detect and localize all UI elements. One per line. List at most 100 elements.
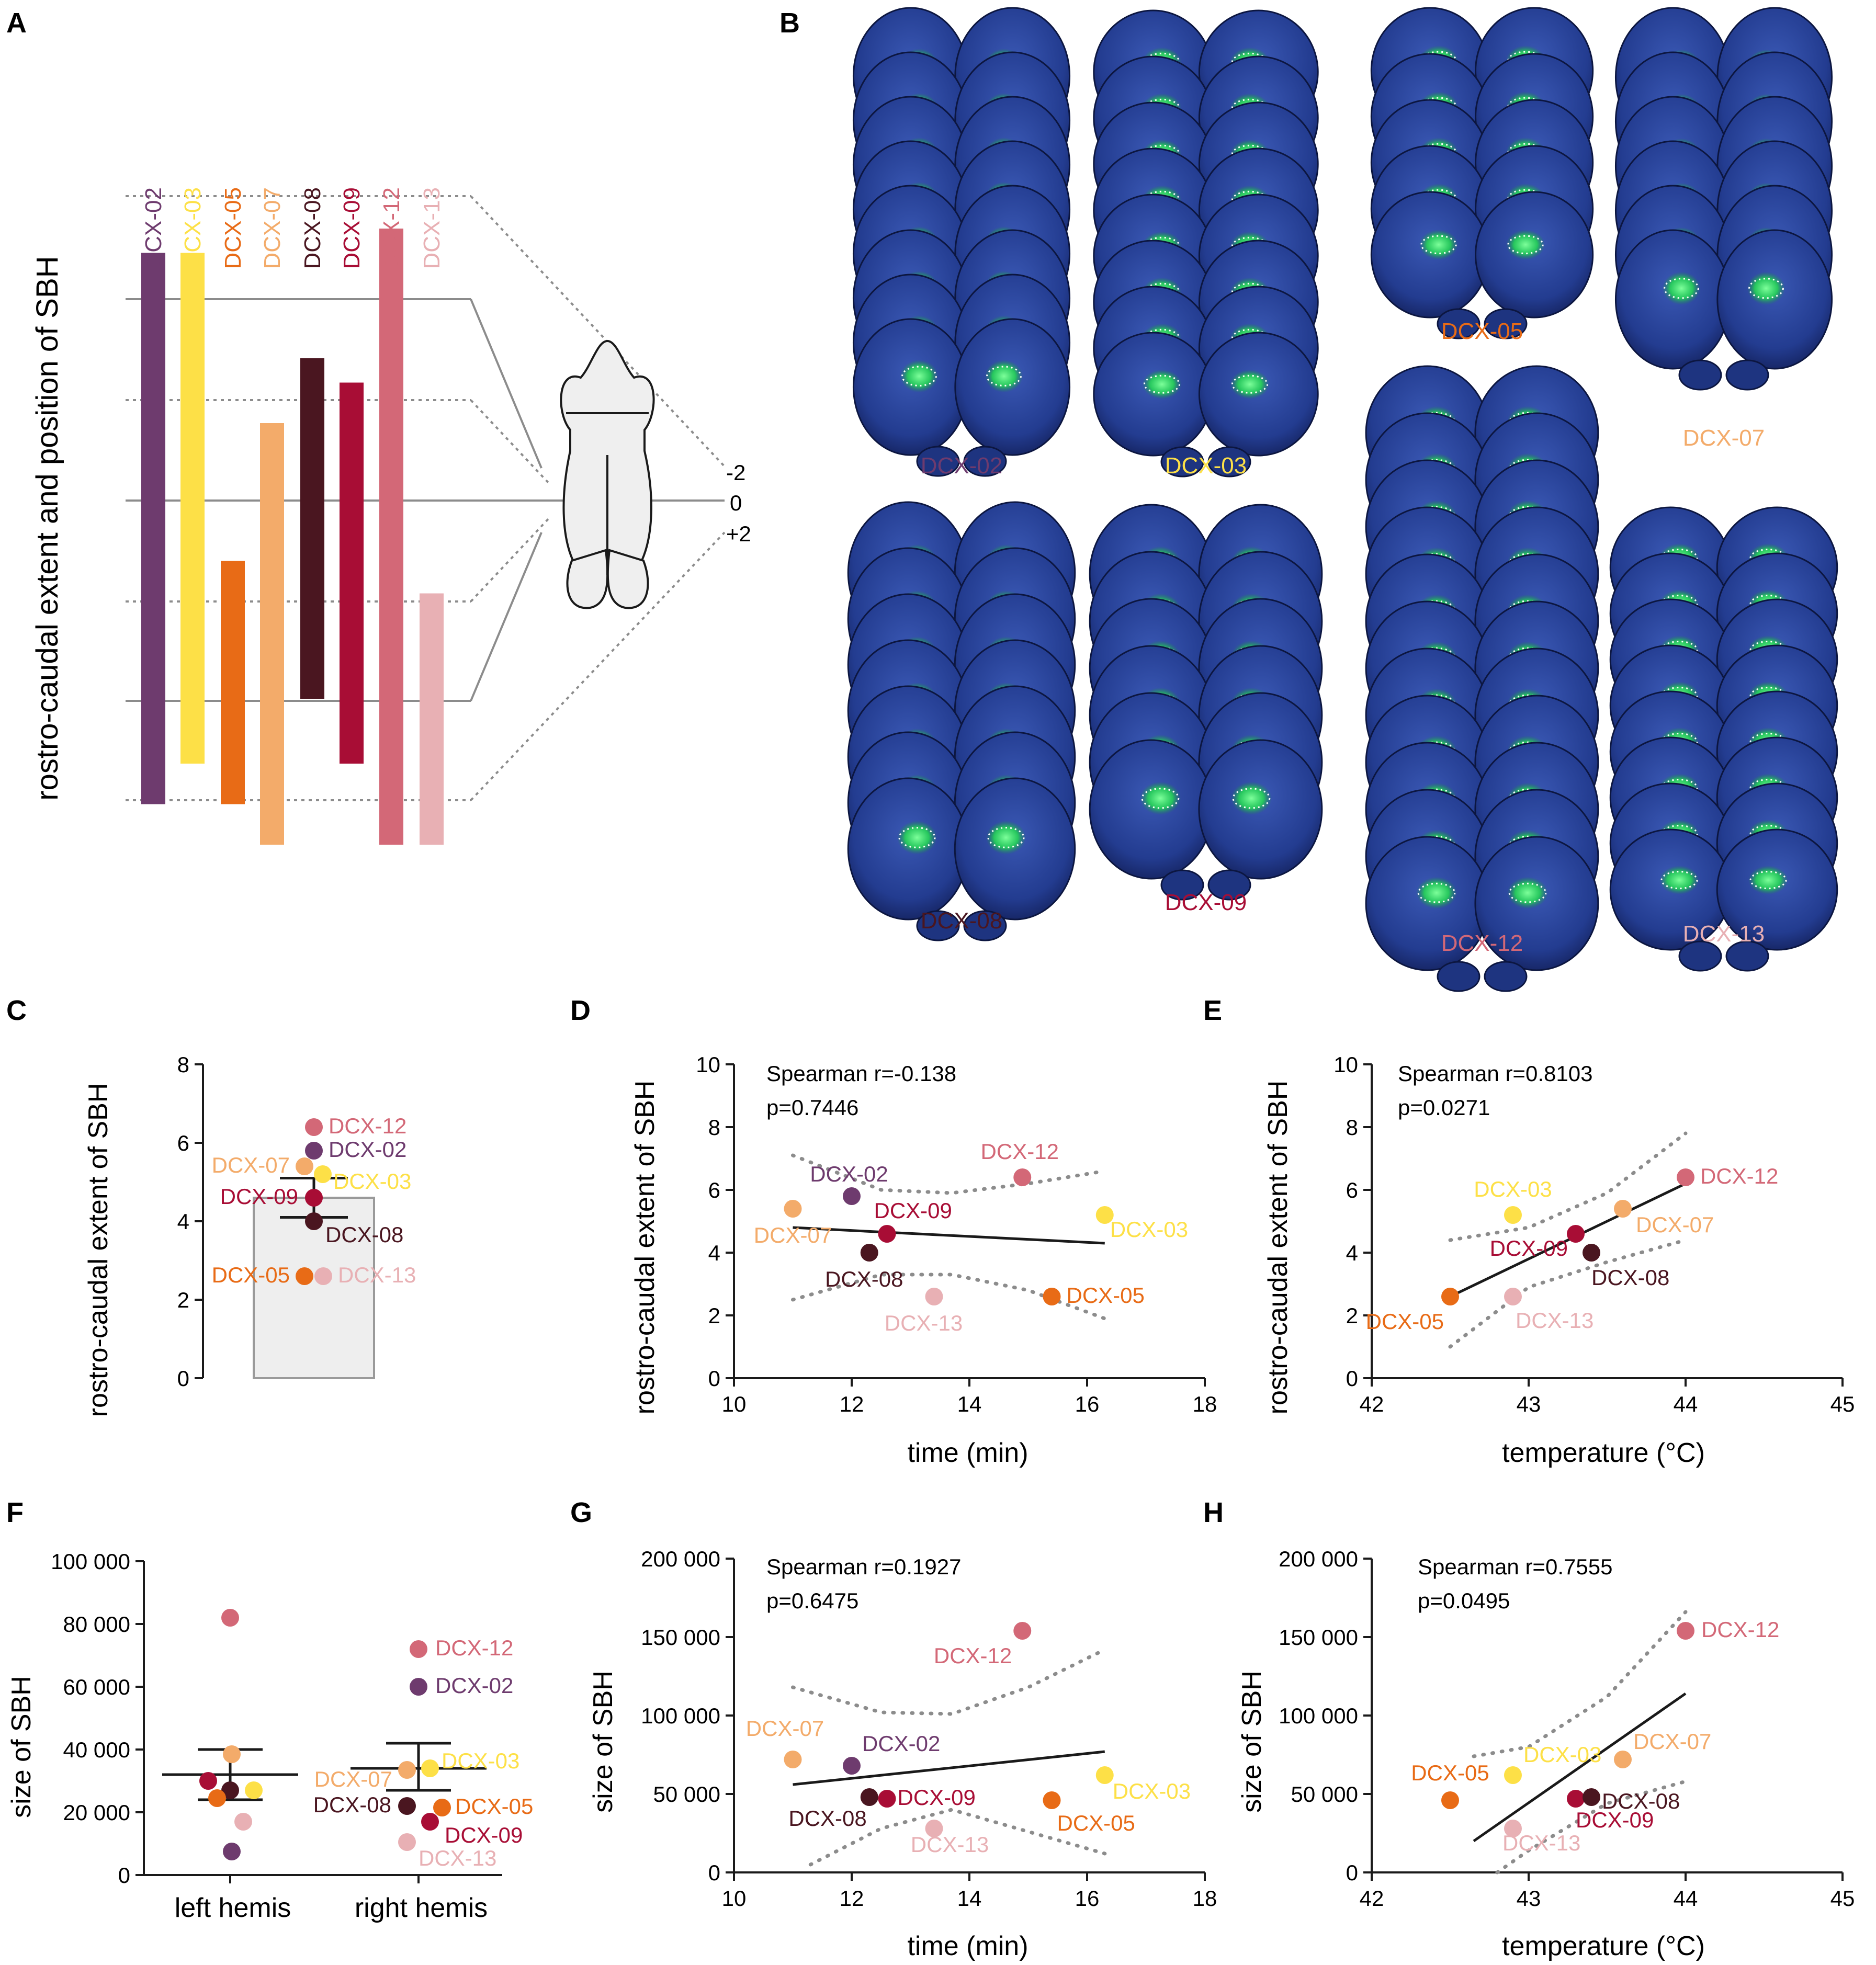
sbh-outline-left bbox=[1141, 788, 1180, 809]
panel-f-label-dcx-12: DCX-12 bbox=[435, 1635, 513, 1660]
panel-g-pvalue: p=0.6475 bbox=[766, 1588, 858, 1613]
panel-f-right-point-dcx-07 bbox=[398, 1761, 416, 1779]
panel-c-point-dcx-09 bbox=[305, 1189, 323, 1207]
panel-f-left-point-dcx-07 bbox=[223, 1745, 241, 1763]
section-stack-dcx-05 bbox=[1370, 7, 1594, 339]
panel-d-x-tick-label: 18 bbox=[1193, 1392, 1217, 1416]
panel-f-hemisphere-size: size of SBH 0 20 000 40 000 60 000 80 000 100… bbox=[6, 1549, 533, 1923]
panel-c-y-tick-label: 0 bbox=[177, 1366, 189, 1391]
coronal-section bbox=[847, 777, 1076, 921]
panel-c-point-dcx-05 bbox=[296, 1267, 313, 1285]
panel-h-label-dcx-09: DCX-09 bbox=[1576, 1808, 1654, 1832]
panel-c-label-dcx-02: DCX-02 bbox=[329, 1137, 406, 1162]
panel-f-y-tick-label: 40 000 bbox=[63, 1737, 130, 1762]
panel-c-label-dcx-08: DCX-08 bbox=[325, 1222, 403, 1247]
sbh-outline-left bbox=[1664, 278, 1699, 299]
coronal-section bbox=[1614, 229, 1833, 370]
panel-h-x-tick-label: 43 bbox=[1517, 1886, 1541, 1911]
panel-g-x-tick-label: 10 bbox=[722, 1886, 747, 1911]
cerebellum-left bbox=[1678, 940, 1722, 972]
panel-g-y-tick-label: 50 000 bbox=[653, 1782, 720, 1807]
panel-d-x-tick-label: 16 bbox=[1075, 1392, 1100, 1416]
panel-d-point-dcx-07 bbox=[784, 1200, 802, 1218]
panel-h-point-dcx-08 bbox=[1583, 1788, 1600, 1806]
cerebellum-right bbox=[1207, 446, 1251, 478]
panel-g-label-dcx-05: DCX-05 bbox=[1057, 1811, 1135, 1835]
section-label-dcx-13: DCX-13 bbox=[1683, 921, 1765, 947]
panel-g-point-dcx-12 bbox=[1013, 1622, 1032, 1640]
cerebellum-right bbox=[1725, 940, 1769, 972]
panel-c-extent-scatter: rostro-caudal extent of SBH 02468DCX-12D… bbox=[83, 1052, 416, 1417]
cerebellum-right bbox=[1207, 869, 1251, 901]
panel-h-ylabel: size of SBH bbox=[1237, 1671, 1267, 1813]
panel-f-category-right-hemis: right hemis bbox=[355, 1893, 488, 1923]
category-label-dcx-12: DCX-12 bbox=[379, 187, 404, 269]
panel-g-xlabel: time (min) bbox=[907, 1931, 1028, 1961]
panel-c-point-dcx-08 bbox=[305, 1212, 323, 1230]
panel-e-x-tick-label: 45 bbox=[1830, 1392, 1855, 1416]
sbh-signal-left bbox=[897, 821, 937, 855]
panel-c-y-tick-label: 4 bbox=[177, 1209, 189, 1234]
panel-h-title: Spearman r=0.7555 bbox=[1418, 1554, 1612, 1579]
sbh-signal-right bbox=[1748, 866, 1789, 895]
panel-h-point-dcx-13 bbox=[1504, 1820, 1522, 1837]
panel-e-point-dcx-03 bbox=[1504, 1206, 1522, 1224]
panel-d-ci-lower bbox=[791, 1273, 1107, 1321]
panel-d-label-dcx-12: DCX-12 bbox=[981, 1139, 1059, 1164]
panel-g-ci-lower bbox=[808, 1808, 1107, 1867]
panel-h-label-dcx-05: DCX-05 bbox=[1411, 1760, 1489, 1785]
panel-g-ci-upper bbox=[791, 1648, 1107, 1716]
sbh-signal-left bbox=[1662, 271, 1701, 305]
category-label-dcx-03: DCX-03 bbox=[180, 187, 206, 269]
section-stack-dcx-13 bbox=[1609, 506, 1838, 972]
category-label-dcx-05: DCX-05 bbox=[220, 187, 246, 269]
panel-e-ylabel: rostro-caudal extent of SBH bbox=[1263, 1081, 1293, 1415]
panel-f-y-tick-label: 100 000 bbox=[51, 1549, 130, 1574]
panel-e-y-tick-label: 4 bbox=[1346, 1241, 1358, 1265]
sbh-outline-left bbox=[898, 827, 936, 848]
panel-letter-f: F bbox=[6, 1497, 24, 1528]
panel-d-label-dcx-13: DCX-13 bbox=[885, 1311, 963, 1335]
sbh-outline-left bbox=[901, 366, 937, 387]
panel-f-right-point-dcx-12 bbox=[410, 1640, 427, 1658]
panel-d-xlabel: time (min) bbox=[907, 1438, 1028, 1468]
panel-e-regression-line bbox=[1449, 1182, 1687, 1298]
panel-g-label-dcx-13: DCX-13 bbox=[911, 1832, 989, 1857]
panel-g-point-dcx-08 bbox=[860, 1788, 878, 1806]
sbh-outline-right bbox=[1507, 235, 1544, 255]
panel-e-point-dcx-05 bbox=[1441, 1288, 1459, 1305]
section-stack-dcx-03 bbox=[1093, 9, 1319, 478]
panel-e-label-dcx-13: DCX-13 bbox=[1516, 1308, 1594, 1333]
panel-g-x-tick-label: 16 bbox=[1075, 1886, 1100, 1911]
panel-d-point-dcx-05 bbox=[1043, 1288, 1061, 1305]
panel-h-point-dcx-07 bbox=[1614, 1751, 1632, 1768]
panel-e-point-dcx-08 bbox=[1583, 1244, 1600, 1262]
guide-connector-4 bbox=[470, 516, 551, 603]
cerebellum-right bbox=[963, 910, 1007, 941]
panel-g-point-dcx-13 bbox=[925, 1820, 943, 1837]
panel-h-label-dcx-07: DCX-07 bbox=[1633, 1729, 1711, 1754]
panel-g-label-dcx-09: DCX-09 bbox=[898, 1785, 976, 1810]
panel-f-label-dcx-03: DCX-03 bbox=[442, 1748, 519, 1773]
panel-h-x-tick-label: 44 bbox=[1674, 1886, 1698, 1911]
panel-f-label-dcx-02: DCX-02 bbox=[435, 1673, 513, 1698]
sbh-outline-right bbox=[987, 827, 1025, 848]
panel-h-y-tick-label: 100 000 bbox=[1279, 1703, 1358, 1728]
panel-f-left-point-dcx-09 bbox=[199, 1772, 217, 1790]
panel-c-label-dcx-07: DCX-07 bbox=[212, 1153, 290, 1177]
sbh-outline-right bbox=[1231, 374, 1269, 394]
extent-bar-dcx-08 bbox=[300, 358, 324, 699]
panel-g-x-tick-label: 14 bbox=[957, 1886, 982, 1911]
panel-a-category-labels: DCX-02 DCX-03 DCX-05 DCX-07 DCX-08 DCX-09 DCX-… bbox=[141, 187, 445, 269]
sbh-signal-right bbox=[1230, 369, 1270, 399]
panel-f-label-dcx-09: DCX-09 bbox=[445, 1823, 523, 1847]
panel-c-point-dcx-13 bbox=[314, 1267, 332, 1285]
panel-c-label-dcx-12: DCX-12 bbox=[329, 1114, 406, 1138]
panel-d-point-dcx-12 bbox=[1013, 1168, 1032, 1186]
coronal-section bbox=[852, 318, 1071, 456]
panel-c-y-tick-label: 8 bbox=[177, 1052, 189, 1077]
panel-e-y-tick-label: 6 bbox=[1346, 1178, 1358, 1202]
panel-g-point-dcx-05 bbox=[1043, 1791, 1061, 1809]
panel-e-y-tick-label: 8 bbox=[1346, 1115, 1358, 1140]
panel-h-regression-line bbox=[1473, 1692, 1687, 1843]
